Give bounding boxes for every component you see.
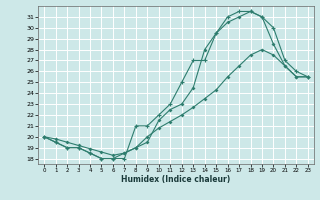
X-axis label: Humidex (Indice chaleur): Humidex (Indice chaleur)	[121, 175, 231, 184]
